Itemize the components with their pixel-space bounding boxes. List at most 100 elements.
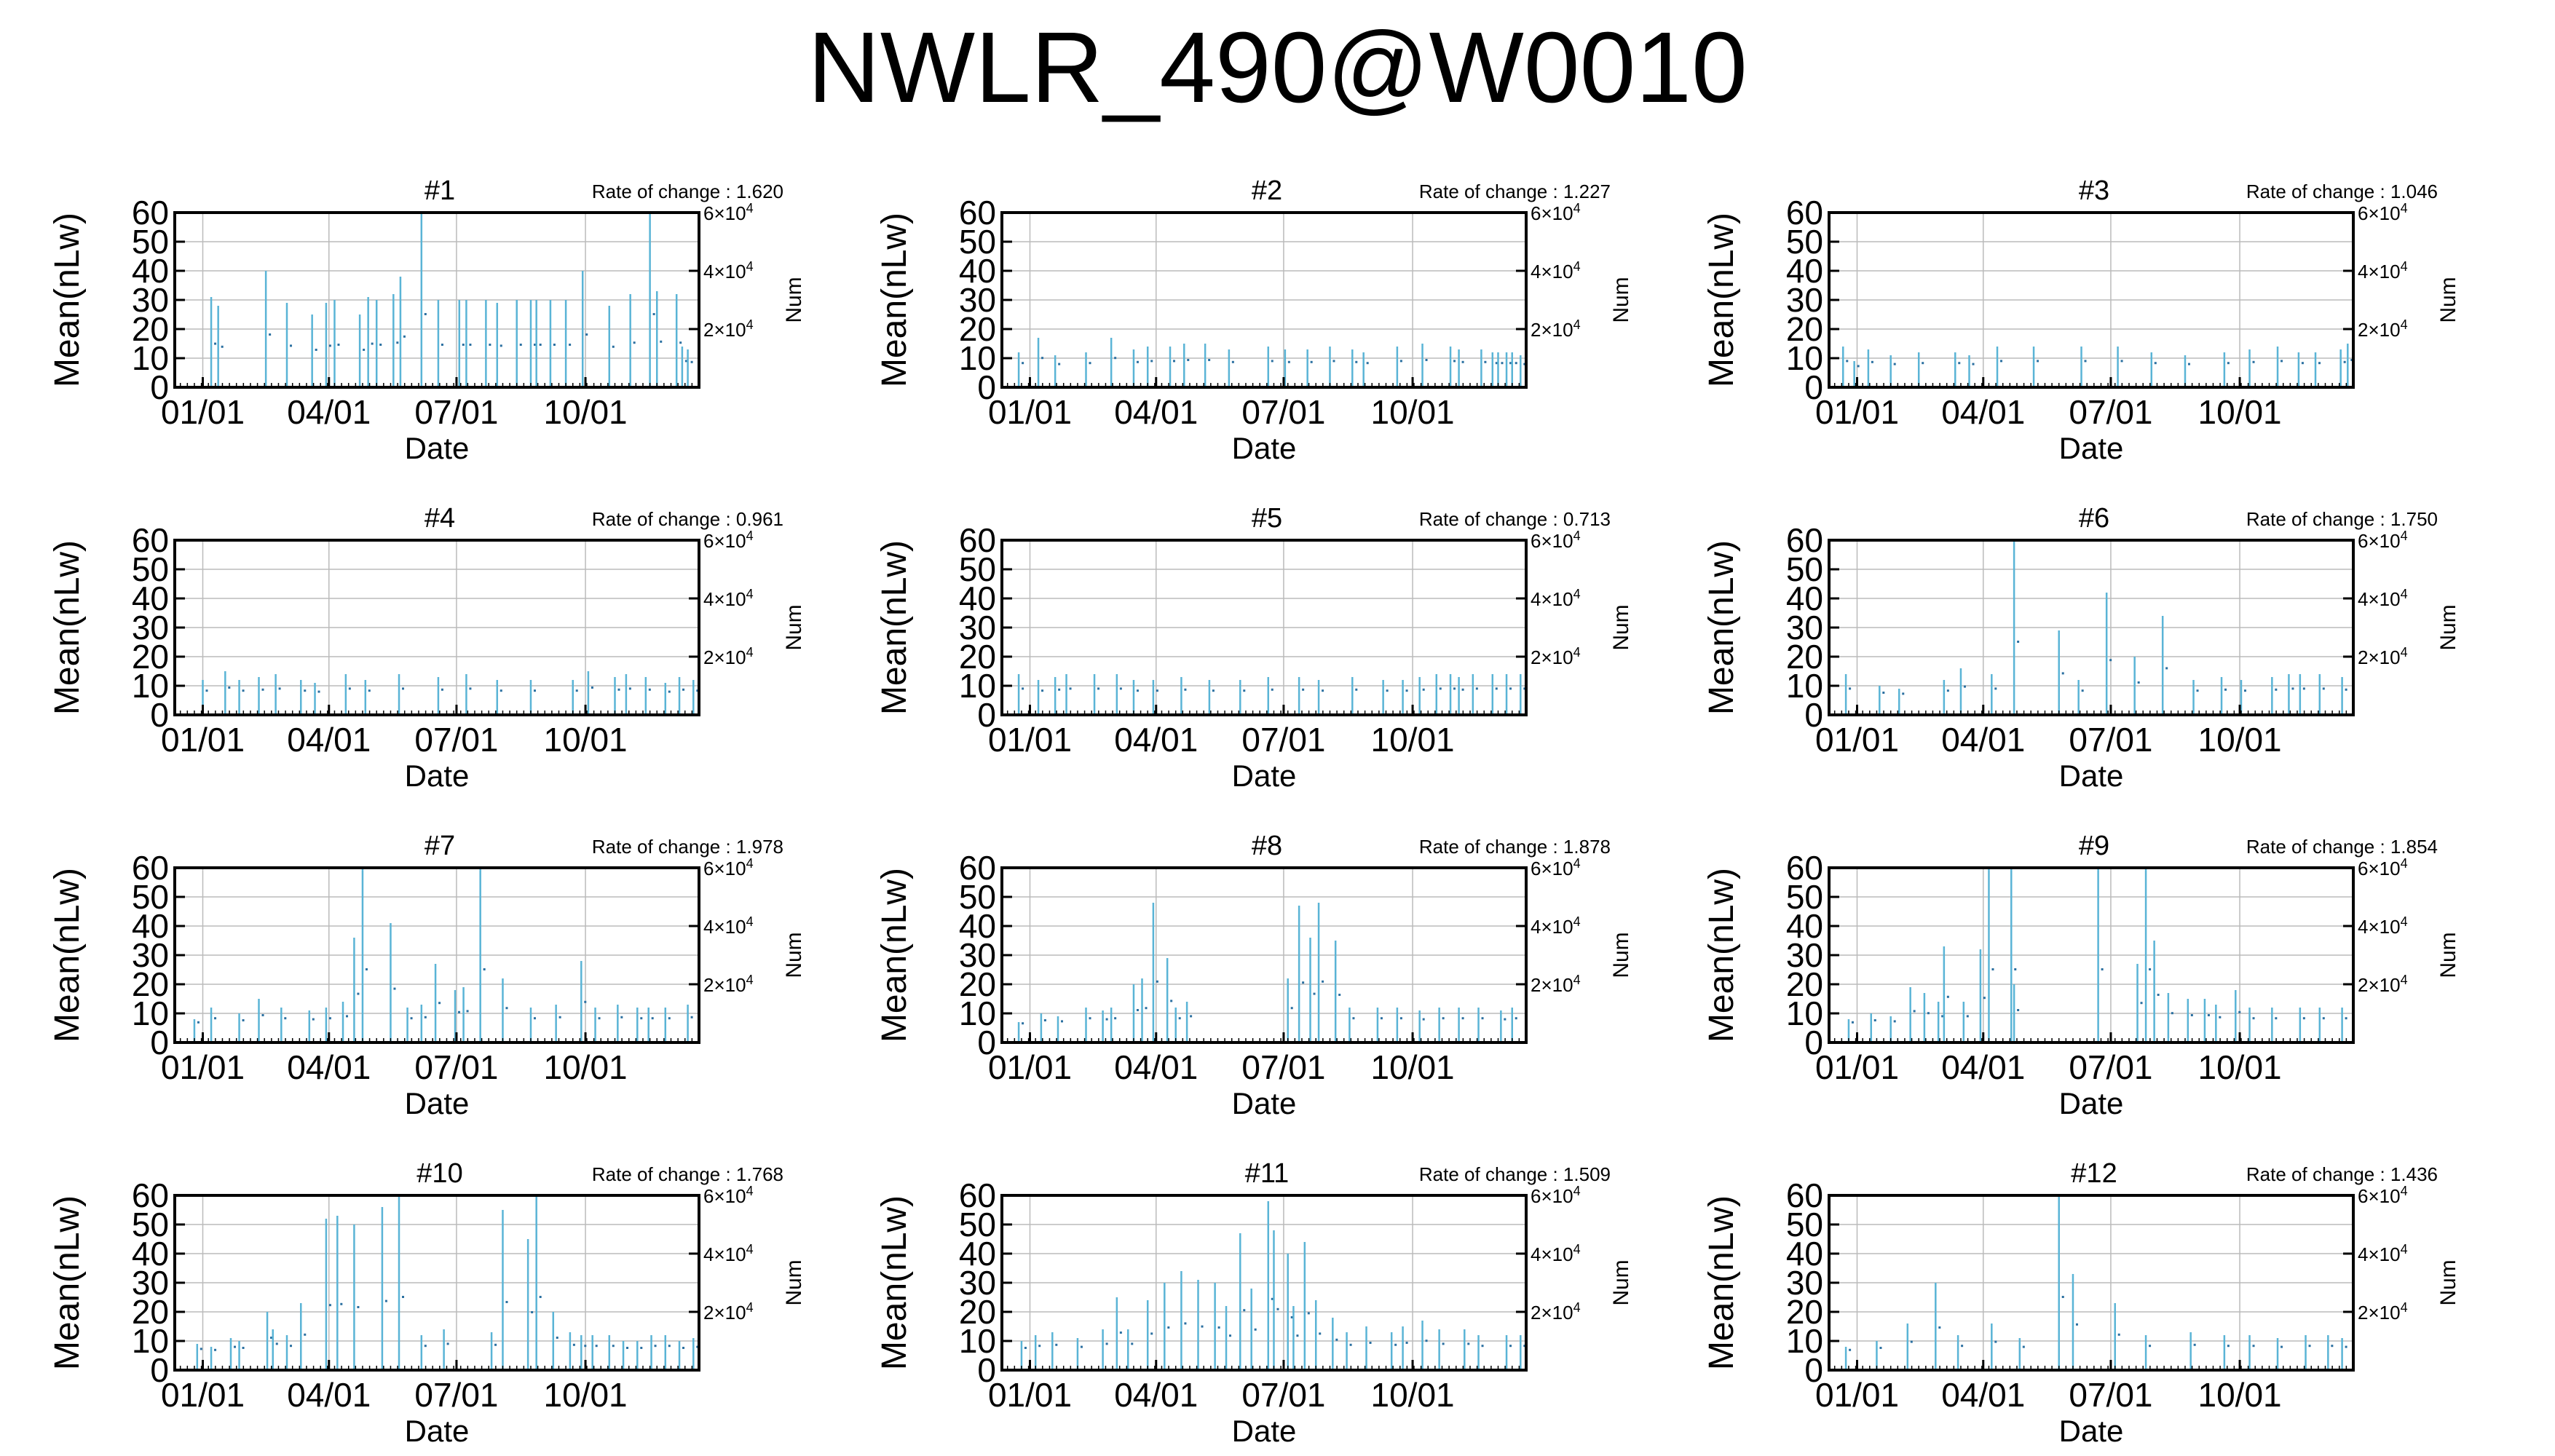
data-point [348,687,351,690]
data-point [2187,363,2190,365]
y-tick-label: 10 [132,1322,169,1360]
data-point [1946,995,1949,998]
x-tick-label: 01/01 [1815,1048,1899,1086]
data-point [1927,1012,1930,1015]
data-point [682,1347,685,1349]
y-tick-label: 60 [1786,849,1823,887]
data-point [2308,1345,2311,1348]
y-tick-label: 10 [959,1322,996,1360]
data-point [438,1002,441,1005]
data-point [668,1017,671,1020]
panel-title: #5 [1252,503,1282,534]
y2-tick-label: 6×104 [703,201,754,224]
data-point [1461,1017,1464,1020]
y2-axis-label: Num [782,277,806,323]
data-point [261,688,264,691]
x-tick-label: 10/01 [544,721,628,759]
data-point [1972,363,1975,365]
data-point [1941,1015,1944,1018]
y-axis-label: Mean(nLw) [875,868,914,1042]
x-tick-label: 04/01 [1941,1376,2025,1414]
data-point [1461,688,1464,691]
y2-tick-label: 2×104 [1531,317,1581,341]
data-point [575,689,578,692]
x-tick-label: 01/01 [988,1048,1072,1086]
rate-of-change-label: Rate of change : 1.046 [2246,181,2438,202]
data-point [1509,687,1512,690]
y2-tick-label: 6×104 [2358,1184,2408,1207]
data-point [1271,360,1273,363]
data-point [640,1347,643,1349]
y-tick-label: 50 [132,878,169,916]
y-tick-label: 0 [1804,696,1823,734]
data-point [1509,1345,1512,1348]
y-tick-label: 40 [959,579,996,617]
data-point [469,687,472,690]
y-tick-label: 30 [1786,936,1823,974]
data-point [357,992,360,995]
data-point [337,344,340,346]
data-point [1481,1345,1484,1348]
y-tick-label: 60 [959,194,996,232]
data-point [2014,968,2017,970]
data-point [1871,360,1873,363]
data-point [1504,1018,1506,1021]
data-point [1290,1007,1293,1010]
x-axis-label: Date [2059,1086,2124,1120]
data-point [315,349,317,351]
data-point [569,344,572,346]
data-point [1302,981,1305,984]
data-point [2061,1296,2064,1298]
data-point [357,1306,360,1308]
data-point [205,689,208,692]
y-tick-label: 50 [959,878,996,916]
y2-tick-label: 6×104 [703,1184,754,1207]
y-tick-label: 20 [1786,638,1823,676]
x-tick-label: 01/01 [1815,1376,1899,1414]
data-point [1190,1015,1193,1018]
x-tick-label: 07/01 [414,393,498,431]
y-tick-label: 20 [959,310,996,348]
y-tick-label: 30 [132,1264,169,1302]
data-point [393,987,396,990]
data-point [1893,1020,1896,1023]
data-point [317,690,320,693]
x-tick-label: 07/01 [2069,721,2152,759]
data-point [2061,672,2064,675]
y-tick-label: 60 [1786,521,1823,559]
data-point [1405,689,1408,692]
panel-title: #7 [424,831,455,861]
data-point [1399,360,1402,363]
x-tick-label: 10/01 [1371,1376,1455,1414]
data-point [1399,1017,1402,1020]
y-tick-label: 10 [959,667,996,705]
x-axis-label: Date [1232,431,1297,465]
x-tick-label: 07/01 [414,1376,498,1414]
data-point [1136,689,1139,692]
data-point [1991,968,1994,970]
y-tick-label: 20 [132,965,169,1003]
data-point [1467,1342,1470,1345]
y-tick-label: 10 [132,994,169,1032]
x-tick-label: 01/01 [1815,721,1899,759]
data-point [304,1333,307,1336]
data-point [1369,1342,1372,1344]
data-point [1041,357,1044,360]
y-tick-label: 50 [959,1206,996,1243]
y-tick-label: 60 [132,1176,169,1214]
data-point [1442,1342,1445,1345]
y-tick-label: 30 [959,1264,996,1302]
data-point [1386,689,1389,692]
data-point [1893,363,1896,365]
data-point [402,1296,405,1298]
y-tick-label: 20 [1786,1293,1823,1331]
data-point [446,1342,449,1345]
figure-title: NWLR_490@W0010 [807,12,1748,124]
data-point [489,344,491,346]
x-tick-label: 04/01 [287,1376,371,1414]
data-point [572,1343,575,1346]
